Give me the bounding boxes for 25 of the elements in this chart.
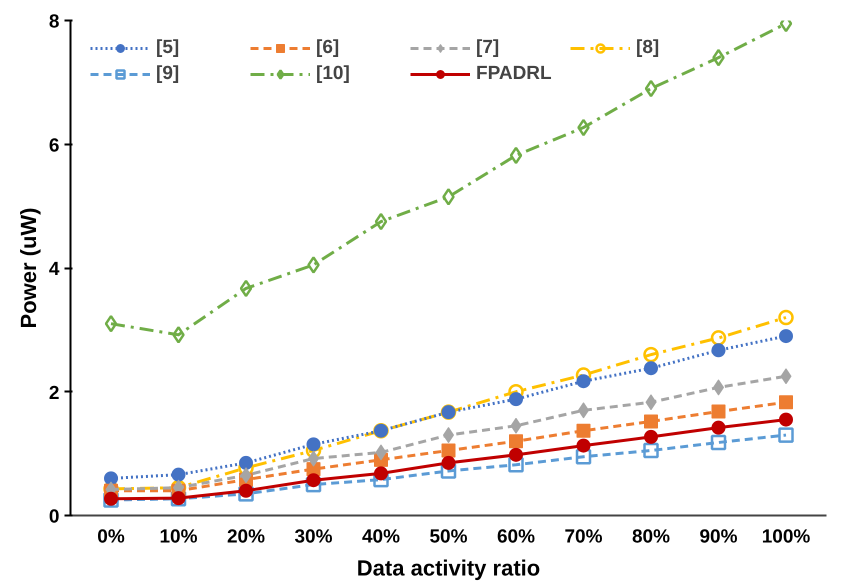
- y-tick-label: 0: [48, 506, 60, 528]
- legend-label: [10]: [316, 63, 351, 85]
- x-axis-title: Data activity ratio: [356, 556, 540, 580]
- x-tick-label: 0%: [97, 526, 125, 548]
- x-tick-label: 40%: [362, 526, 400, 548]
- legend-label: FPADRL: [476, 63, 553, 85]
- legend-label: [5]: [156, 37, 180, 59]
- x-tick-label: 20%: [226, 526, 266, 548]
- y-tick-label: 2: [48, 382, 60, 404]
- y-tick-label: 4: [48, 259, 60, 280]
- x-tick-label: 90%: [699, 526, 738, 548]
- legend-label: [7]: [476, 37, 500, 59]
- x-tick-label: 100%: [762, 526, 810, 548]
- y-tick-label: 8: [48, 12, 60, 32]
- x-tick-label: 70%: [564, 526, 603, 548]
- x-tick-label: 80%: [632, 526, 670, 548]
- legend-label: [6]: [316, 37, 340, 59]
- y-tick-label: 6: [48, 135, 60, 156]
- x-tick-label: 10%: [159, 526, 198, 548]
- x-tick-label: 30%: [294, 526, 333, 548]
- x-tick-label: 60%: [496, 526, 536, 548]
- y-axis-title: Power (uW): [16, 207, 41, 328]
- legend-label: [8]: [636, 37, 660, 59]
- legend-label: [9]: [156, 63, 180, 85]
- x-tick-label: 50%: [429, 526, 468, 548]
